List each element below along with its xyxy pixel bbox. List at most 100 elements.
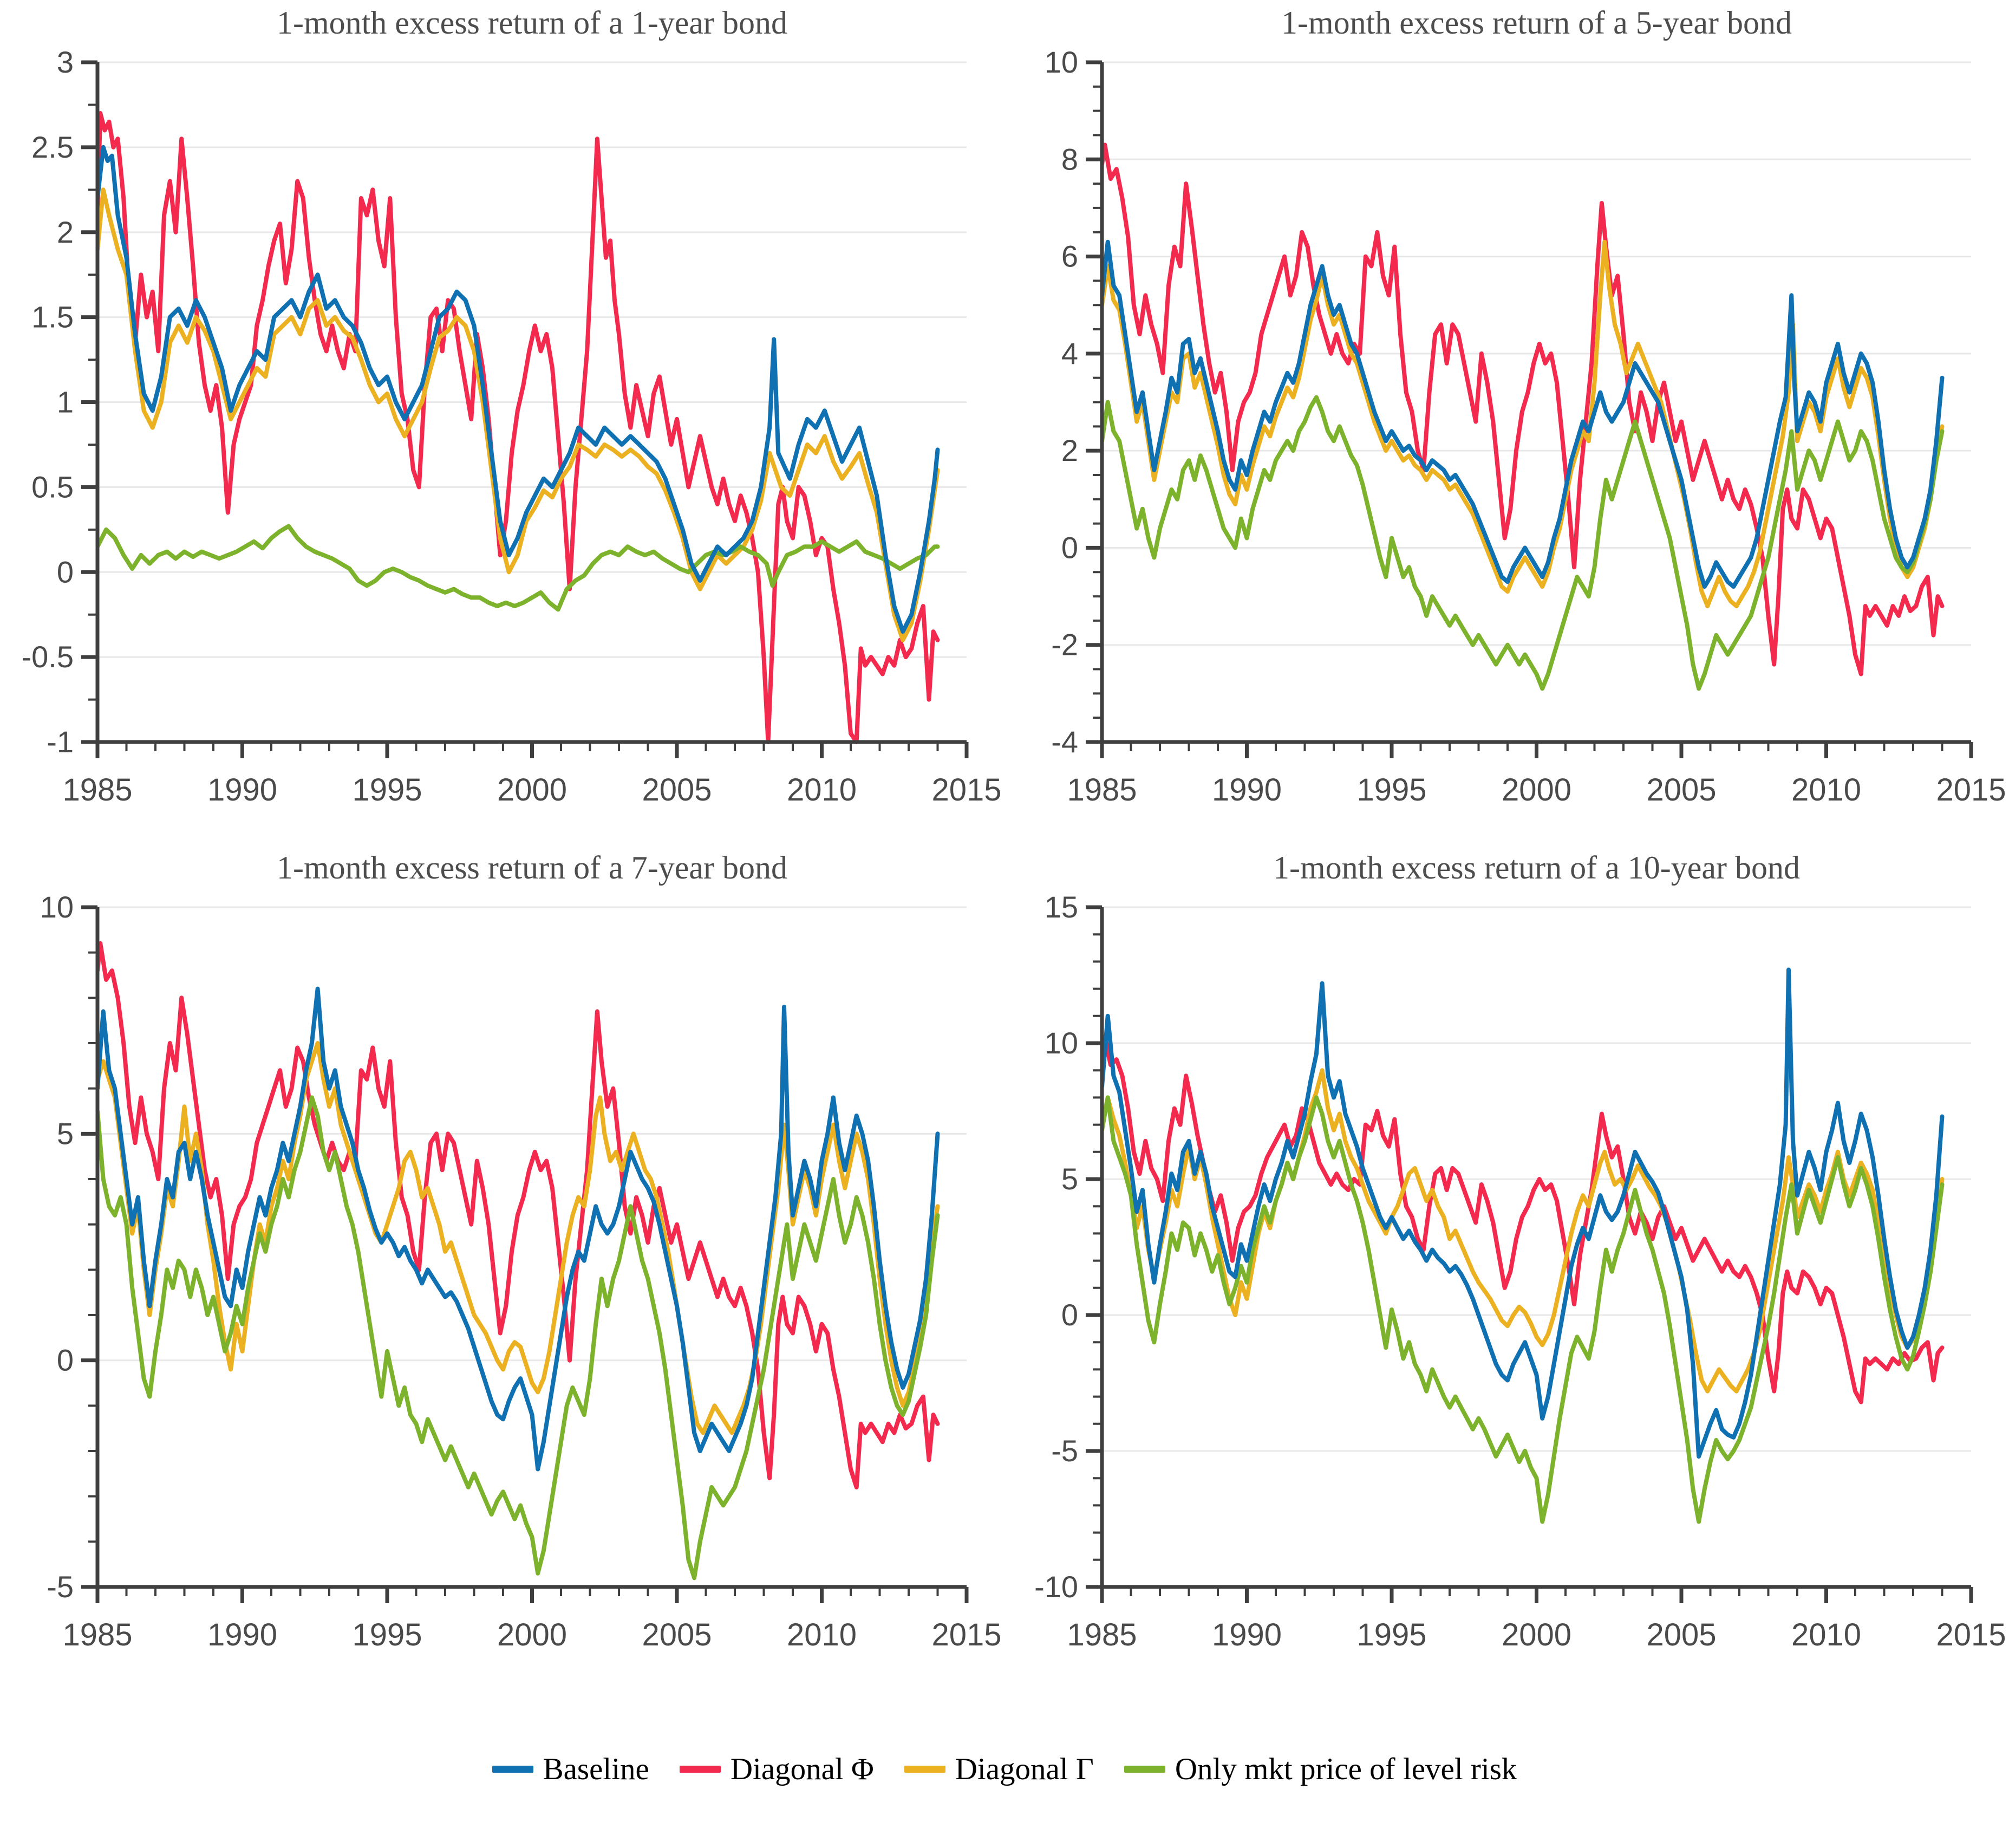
x-tick-label: 1990: [207, 1617, 277, 1652]
series: [97, 111, 940, 744]
x-axis-ticks: 1985 1990 1995 2000 2005 2010 2015: [1067, 742, 2006, 808]
x-tick-label: 2005: [1646, 1617, 1716, 1652]
x-tick-label: 2010: [1791, 772, 1861, 808]
chart-title: 1-month excess return of a 5-year bond: [1281, 5, 1792, 41]
y-tick-label: 2: [57, 215, 74, 249]
y-axis-ticks: 10 8 6 4 2 0 -2 -4: [1045, 45, 1102, 759]
series-line-baseline: [1102, 239, 1945, 589]
x-tick-label: 2000: [1502, 772, 1571, 808]
y-tick-label: -1: [47, 725, 74, 759]
x-tick-label: 2010: [787, 772, 857, 808]
axes: [1100, 62, 1971, 744]
x-tick-label: 2015: [931, 772, 1001, 808]
y-tick-label: 0: [1061, 1298, 1078, 1332]
series-line-diagonal-: [1102, 142, 1945, 676]
series: [97, 941, 940, 1580]
y-tick-label: -5: [1051, 1434, 1078, 1468]
x-axis-ticks: 1985 1990 1995 2000 2005 2010 2015: [62, 1587, 1002, 1652]
series: [1102, 142, 1945, 691]
x-tick-label: 2005: [642, 772, 712, 808]
chart-title: 1-month excess return of a 10-year bond: [1273, 850, 1800, 886]
series: [1102, 967, 1945, 1524]
x-axis-ticks: 1985 1990 1995 2000 2005 2010 2015: [62, 742, 1002, 808]
y-tick-label: 0: [1061, 530, 1078, 564]
x-tick-label: 2005: [642, 1617, 712, 1652]
series-line-diagonal-: [1102, 1068, 1945, 1394]
y-tick-label: 0: [57, 1343, 74, 1377]
x-tick-label: 2015: [931, 1617, 1001, 1652]
gridlines: [97, 906, 967, 1588]
series-line-only-mkt-price-of-level-risk: [1102, 1095, 1945, 1524]
x-tick-label: 1995: [352, 772, 422, 808]
charts-row-bottom: 10 5 0 -5 1985 1990 1995 2000 2005 2010 2015 1-mont…: [0, 845, 2009, 1690]
legend-swatch-diagonal-gamma-icon: [904, 1765, 945, 1773]
y-tick-label: 10: [1045, 45, 1078, 79]
legend-swatch-baseline-icon: [492, 1765, 533, 1773]
x-tick-label: 2005: [1646, 772, 1716, 808]
y-axis-ticks: 3 2.5 2 1.5 1 0.5 0 -0.5 -1: [22, 45, 97, 759]
x-tick-label: 1985: [62, 1617, 132, 1652]
x-tick-label: 2015: [1936, 1617, 2006, 1652]
y-tick-label: 0: [57, 555, 74, 589]
y-axis-ticks: 15 10 5 0 -5 -10: [1034, 890, 1102, 1604]
series-line-only-mkt-price-of-level-risk: [97, 524, 940, 612]
y-tick-label: 1: [57, 385, 74, 419]
legend: Baseline Diagonal Φ Diagonal Γ Only mkt …: [0, 1690, 2009, 1848]
chart-7-year-bond: 10 5 0 -5 1985 1990 1995 2000 2005 2010 2015 1-mont…: [40, 850, 1002, 1652]
series-line-only-mkt-price-of-level-risk: [97, 1095, 940, 1580]
x-tick-label: 1985: [1067, 772, 1137, 808]
legend-item-diagonal-phi: Diagonal Φ: [679, 1752, 874, 1787]
y-tick-label: 4: [1061, 336, 1078, 370]
x-tick-label: 2015: [1936, 772, 2006, 808]
y-tick-label: -10: [1034, 1570, 1078, 1604]
legend-label-only-mkt-price: Only mkt price of level risk: [1175, 1752, 1517, 1786]
series-line-diagonal-: [1102, 1036, 1945, 1404]
y-tick-label: 5: [57, 1116, 74, 1150]
y-tick-label: 0.5: [31, 470, 74, 504]
y-tick-label: -5: [47, 1570, 74, 1604]
y-tick-label: 1.5: [31, 300, 74, 334]
legend-label-baseline: Baseline: [543, 1752, 649, 1786]
x-tick-label: 1995: [1356, 1617, 1426, 1652]
y-tick-label: -2: [1051, 628, 1078, 662]
x-axis-ticks: 1985 1990 1995 2000 2005 2010 2015: [1067, 1587, 2006, 1652]
y-tick-label: 10: [40, 890, 74, 924]
y-tick-label: 6: [1061, 239, 1078, 274]
y-tick-label: -4: [1051, 725, 1078, 759]
y-tick-label: -0.5: [22, 640, 74, 674]
y-axis-ticks: 10 5 0 -5: [40, 890, 97, 1604]
x-tick-label: 1990: [1212, 772, 1282, 808]
y-tick-label: 15: [1045, 890, 1078, 924]
x-tick-label: 1995: [1356, 772, 1426, 808]
gridlines: [1102, 61, 1971, 743]
legend-label-diagonal-gamma: Diagonal Γ: [955, 1752, 1094, 1786]
legend-label-diagonal-phi: Diagonal Φ: [730, 1752, 874, 1786]
legend-item-diagonal-gamma: Diagonal Γ: [904, 1752, 1094, 1787]
axes: [95, 907, 967, 1589]
series-line-diagonal-: [97, 941, 940, 1489]
series-line-baseline: [97, 986, 940, 1472]
x-tick-label: 2010: [1791, 1617, 1861, 1652]
series-line-only-mkt-price-of-level-risk: [1102, 395, 1945, 691]
y-tick-label: 8: [1061, 142, 1078, 176]
legend-swatch-diagonal-phi-icon: [679, 1765, 721, 1773]
series-line-diagonal-: [97, 111, 940, 744]
y-tick-label: 3: [57, 45, 74, 79]
chart-1-year-bond: 3 2.5 2 1.5 1 0.5 0 -0.5 -1 1985 1990 1995 2000 2005 2…: [22, 5, 1002, 808]
series-line-baseline: [1102, 967, 1945, 1459]
chart-title: 1-month excess return of a 7-year bond: [277, 850, 787, 886]
legend-item-only-mkt-price: Only mkt price of level risk: [1124, 1752, 1517, 1787]
series-line-diagonal-: [97, 187, 940, 642]
x-tick-label: 2000: [1502, 1617, 1571, 1652]
x-tick-label: 2010: [787, 1617, 857, 1652]
chart-title: 1-month excess return of a 1-year bond: [277, 5, 787, 41]
y-tick-label: 10: [1045, 1026, 1078, 1060]
x-tick-label: 1990: [207, 772, 277, 808]
x-tick-label: 2000: [497, 1617, 567, 1652]
x-tick-label: 1990: [1212, 1617, 1282, 1652]
y-tick-label: 2: [1061, 433, 1078, 467]
y-tick-label: 5: [1061, 1162, 1078, 1196]
series-line-baseline: [97, 145, 940, 634]
